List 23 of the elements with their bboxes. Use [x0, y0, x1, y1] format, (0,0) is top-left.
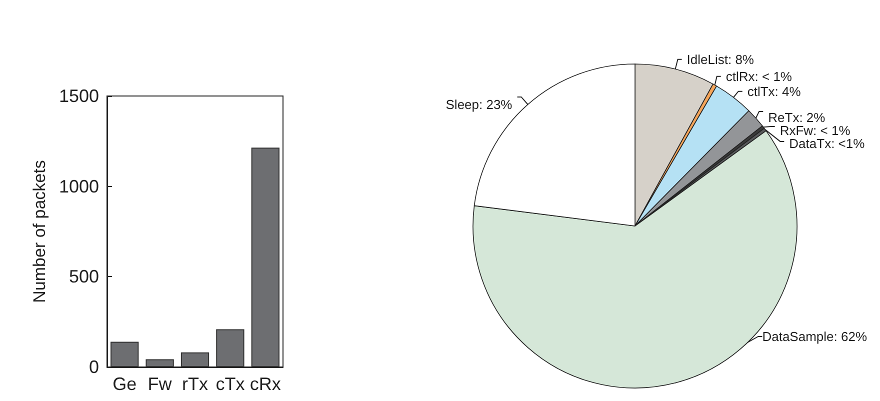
x-tick-label: rTx — [182, 374, 208, 394]
y-axis-title: Number of packets — [30, 160, 50, 303]
x-tick-label: Ge — [112, 374, 137, 394]
slice-label: ReTx: 2% — [768, 110, 826, 125]
slice-label: ctlRx: < 1% — [726, 68, 792, 84]
bar — [216, 329, 244, 367]
slice-label: DataTx: <1% — [789, 136, 866, 151]
slice-label: RxFw: < 1% — [780, 122, 851, 138]
slice-label: IdleList: 8% — [686, 52, 754, 67]
slice-label: DataSample: 62% — [762, 329, 868, 344]
x-tick-label: cRx — [250, 374, 281, 394]
y-tick-label: 500 — [68, 266, 99, 287]
x-tick-label: cTx — [216, 374, 245, 394]
bar — [146, 359, 174, 367]
y-tick-label: 1000 — [58, 176, 99, 196]
y-tick-label: 0 — [88, 357, 99, 377]
slice-label: ctlTx: 4% — [747, 84, 802, 99]
bar — [251, 148, 280, 367]
bar — [110, 342, 139, 367]
x-tick-label: Fw — [148, 374, 173, 394]
bar — [180, 352, 210, 367]
slice-label: Sleep: 23% — [446, 96, 513, 112]
y-tick-label: 1500 — [58, 86, 99, 106]
